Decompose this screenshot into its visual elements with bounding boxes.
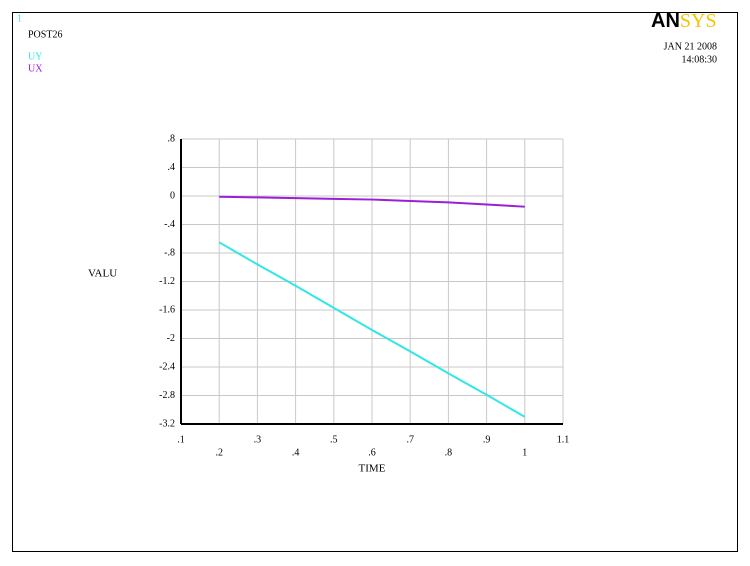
window-number: 1 xyxy=(17,13,22,24)
y-tick-label: -1.2 xyxy=(159,276,175,287)
x-tick-label: .6 xyxy=(368,447,376,458)
series-line xyxy=(218,241,526,418)
y-tick-label: 0 xyxy=(170,190,175,201)
y-tick-label: -.8 xyxy=(164,247,175,258)
x-tick-label: .5 xyxy=(330,434,338,445)
y-tick-label: .8 xyxy=(168,133,176,144)
x-tick-label: .4 xyxy=(292,447,300,458)
logo-dark: AN xyxy=(651,10,680,32)
y-tick-label: -.4 xyxy=(164,219,175,230)
x-tick-label: .7 xyxy=(406,434,414,445)
legend-entry: UY xyxy=(28,51,42,62)
date: JAN 21 2008 xyxy=(664,41,717,52)
x-tick-label: .9 xyxy=(483,434,491,445)
y-tick-label: -2.4 xyxy=(159,361,175,372)
x-tick-label: .3 xyxy=(254,434,262,445)
logo: ANSYS xyxy=(651,10,717,33)
x-axis-label: TIME xyxy=(359,463,386,475)
x-tick-label: .2 xyxy=(215,447,223,458)
y-tick-label: -3.2 xyxy=(159,418,175,429)
y-tick-label: .4 xyxy=(168,162,176,173)
x-tick-label: 1.1 xyxy=(557,434,570,445)
x-tick-label: 1 xyxy=(522,447,527,458)
y-tick-label: -2.8 xyxy=(159,390,175,401)
time: 14:08:30 xyxy=(681,54,717,65)
series-line xyxy=(219,195,525,208)
x-tick-label: .1 xyxy=(177,434,185,445)
legend-entry: UX xyxy=(28,63,43,74)
x-tick-label: .8 xyxy=(445,447,453,458)
logo-light: SYS xyxy=(680,10,717,32)
y-axis-label: VALU xyxy=(88,268,117,280)
post-label: POST26 xyxy=(28,29,62,40)
y-tick-label: -1.6 xyxy=(159,304,175,315)
y-tick-label: -2 xyxy=(167,333,175,344)
